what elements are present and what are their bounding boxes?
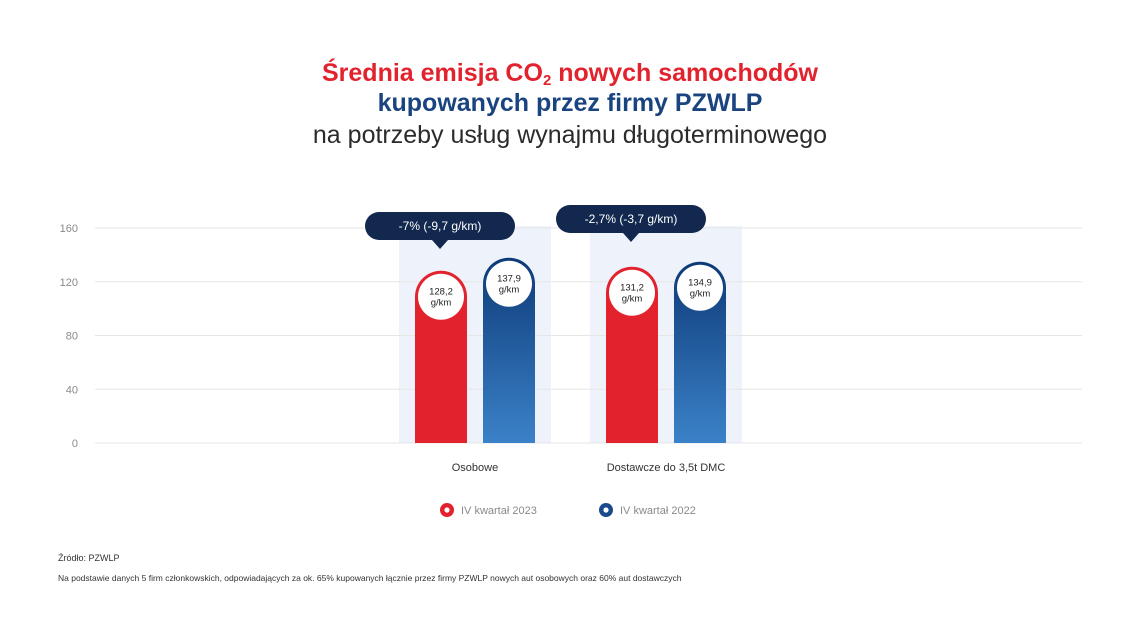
y-tick-label: 120 <box>60 277 78 289</box>
legend-marker-dot <box>444 507 450 513</box>
change-label: -2,7% (-3,7 g/km) <box>585 212 678 226</box>
data-label: 128,2 <box>429 287 453 298</box>
legend-label: IV kwartał 2023 <box>461 505 537 517</box>
title-line-3: na potrzeby usług wynajmu długoterminowe… <box>312 121 828 149</box>
callout-pointer <box>623 233 639 242</box>
data-label: 137,9 <box>497 274 521 285</box>
y-tick-label: 0 <box>72 438 78 450</box>
y-tick-label: 80 <box>66 331 78 343</box>
title-line-2: kupowanych przez firmy PZWLP <box>377 89 763 117</box>
bar-iv-2022 <box>674 261 726 443</box>
y-tick-label: 40 <box>66 384 78 396</box>
title-line-1: Średnia emisja CO2 nowych samochodów <box>322 59 818 89</box>
chart-title-block: Średnia emisja CO2 nowych samochodów kup… <box>0 58 1140 152</box>
value-bubble <box>486 260 532 307</box>
change-label: -7% (-9,7 g/km) <box>399 219 482 233</box>
data-label-unit: g/km <box>499 285 520 296</box>
y-tick-label: 160 <box>60 223 78 235</box>
source-note: Źródło: PZWLP <box>58 553 120 563</box>
callout-pointer <box>432 240 448 249</box>
change-callout <box>365 212 515 240</box>
legend-marker-dot <box>603 507 609 513</box>
data-label-unit: g/km <box>622 294 643 305</box>
value-bubble <box>677 264 723 311</box>
value-bubble <box>418 273 464 320</box>
bar-iv-2022 <box>483 257 535 443</box>
category-label: Dostawcze do 3,5t DMC <box>607 462 726 474</box>
data-label: 131,2 <box>620 283 644 294</box>
data-label: 134,9 <box>688 278 712 289</box>
data-label-unit: g/km <box>690 289 711 300</box>
change-callout <box>556 205 706 233</box>
legend-label: IV kwartał 2022 <box>620 505 696 517</box>
value-bubble <box>609 269 655 316</box>
data-label-unit: g/km <box>431 298 452 309</box>
footnote: Na podstawie danych 5 firm członkowskich… <box>58 573 682 583</box>
category-label: Osobowe <box>452 462 498 474</box>
